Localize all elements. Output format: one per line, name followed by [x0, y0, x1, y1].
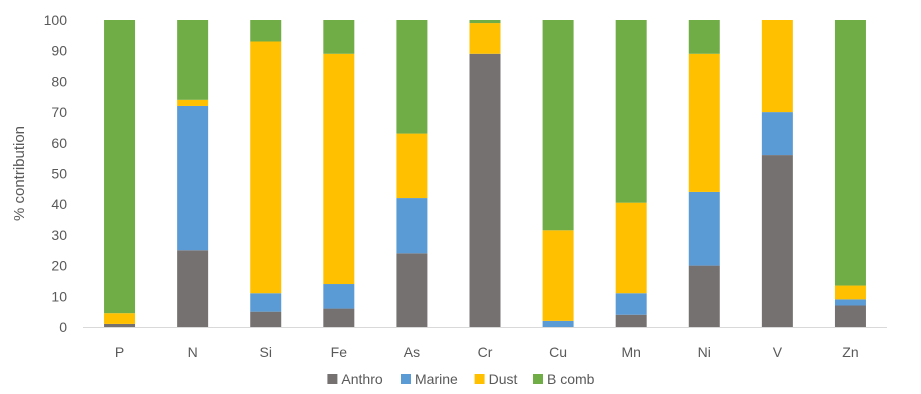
- bar-segment-dust-v: [761, 20, 793, 113]
- bar-segment-anthro-zn: [834, 305, 866, 327]
- bar-segment-marine-fe: [323, 284, 355, 309]
- legend: Anthro Marine Dust B comb: [327, 371, 595, 387]
- y-tick-label: 60: [51, 135, 67, 151]
- y-tick-label: 40: [51, 196, 67, 212]
- y-tick-label: 80: [51, 73, 67, 89]
- bar-segment-dust-n: [177, 99, 209, 106]
- y-tick-label: 70: [51, 104, 67, 120]
- bar-segment-marine-zn: [834, 299, 866, 306]
- bar-segment-dust-fe: [323, 53, 355, 285]
- bar-segment-marine-v: [761, 112, 793, 156]
- bar-segment-b-comb-zn: [834, 20, 866, 286]
- y-tick-label: 30: [51, 227, 67, 243]
- bar-segment-dust-ni: [688, 53, 720, 192]
- bar-segment-b-comb-fe: [323, 20, 355, 54]
- bar-segment-marine-n: [177, 105, 209, 251]
- bar-segment-marine-cu: [542, 320, 574, 327]
- bar-segment-b-comb-cr: [469, 20, 501, 24]
- legend-label: Marine: [415, 371, 458, 387]
- y-tick-label: 90: [51, 43, 67, 59]
- bar-segment-dust-zn: [834, 285, 866, 300]
- y-tick-label: 10: [51, 288, 67, 304]
- bar-segment-b-comb-cu: [542, 20, 574, 231]
- legend-swatch-b-comb: [533, 374, 543, 384]
- y-tick-label: 50: [51, 166, 67, 182]
- x-tick-label: Si: [260, 344, 272, 360]
- bar-segment-b-comb-p: [104, 20, 136, 314]
- bar-segment-b-comb-si: [250, 20, 282, 42]
- legend-label: B comb: [547, 371, 595, 387]
- x-tick-label: As: [404, 344, 420, 360]
- y-tick-label: 100: [44, 12, 68, 28]
- bar-segment-marine-ni: [688, 191, 720, 266]
- y-tick-label: 0: [59, 319, 67, 335]
- bar-segment-anthro-n: [177, 250, 209, 327]
- legend-swatch-anthro: [327, 374, 338, 384]
- bar-segment-anthro-mn: [615, 314, 647, 327]
- y-tick-label: 20: [51, 258, 67, 274]
- bar-segment-b-comb-as: [396, 20, 428, 134]
- legend-label: Anthro: [341, 371, 382, 387]
- legend-label: Dust: [489, 371, 518, 387]
- x-axis: P N Si Fe As Cr Cu Mn Ni V Zn: [115, 344, 859, 360]
- bar-segment-anthro-fe: [323, 308, 355, 327]
- x-tick-label: Ni: [698, 344, 711, 360]
- bar-segment-anthro-si: [250, 311, 282, 327]
- legend-swatch-marine: [401, 374, 411, 384]
- x-tick-label: Cu: [549, 344, 567, 360]
- bar-segment-dust-si: [250, 41, 282, 294]
- bar-segment-marine-si: [250, 293, 282, 312]
- bar-segment-b-comb-n: [177, 20, 209, 100]
- bar-segment-dust-p: [104, 313, 136, 324]
- legend-swatch-dust: [474, 374, 485, 384]
- bars-group: [104, 20, 866, 328]
- x-tick-label: V: [773, 344, 783, 360]
- x-tick-label: Fe: [331, 344, 348, 360]
- x-tick-label: Cr: [478, 344, 493, 360]
- bar-segment-b-comb-ni: [688, 20, 720, 54]
- x-tick-label: Mn: [621, 344, 640, 360]
- y-axis: 0 10 20 30 40 50 60 70 80 90 100: [44, 12, 68, 335]
- bar-segment-dust-as: [396, 133, 428, 199]
- bar-segment-b-comb-mn: [615, 20, 647, 203]
- y-axis-title: % contribution: [11, 126, 28, 221]
- bar-segment-dust-mn: [615, 202, 647, 294]
- x-tick-label: N: [188, 344, 198, 360]
- bar-segment-dust-cr: [469, 23, 501, 54]
- bar-segment-dust-cu: [542, 230, 574, 321]
- bar-segment-anthro-p: [104, 323, 136, 327]
- bar-segment-anthro-cr: [469, 53, 501, 328]
- bar-segment-anthro-as: [396, 253, 428, 327]
- bar-segment-marine-mn: [615, 293, 647, 315]
- x-tick-label: P: [115, 344, 124, 360]
- bar-segment-marine-as: [396, 198, 428, 254]
- bar-segment-anthro-ni: [688, 265, 720, 327]
- bar-segment-anthro-v: [761, 155, 793, 327]
- x-tick-label: Zn: [842, 344, 858, 360]
